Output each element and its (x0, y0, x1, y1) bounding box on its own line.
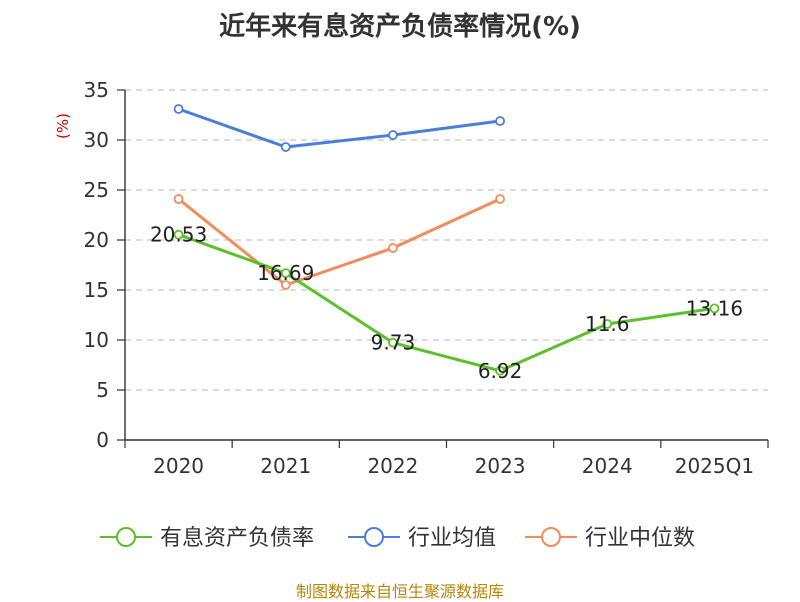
series-line (178, 107, 501, 149)
data-point (280, 280, 291, 290)
chart-title: 近年来有息资产负债率情况(%) (219, 12, 581, 42)
y-tick-label: 30 (84, 128, 109, 152)
legend-marker (541, 527, 561, 547)
legend-marker (364, 527, 384, 547)
source-footer: 制图数据来自恒生聚源数据库 (295, 582, 504, 601)
data-point (388, 130, 398, 140)
y-tick-label: 20 (84, 228, 109, 252)
data-label: 11.6 (585, 312, 630, 336)
x-tick-label: 2021 (260, 454, 311, 478)
y-axis-unit-label: (%) (54, 113, 72, 139)
x-tick-label: 2020 (153, 454, 204, 478)
data-point (602, 319, 613, 329)
data-label: 6.92 (478, 359, 523, 383)
y-tick-label: 25 (84, 178, 109, 202)
data-point (173, 194, 184, 204)
series-line (178, 233, 715, 373)
legend: 有息资产负债率 行业均值 行业中位数 (100, 526, 695, 551)
data-point (388, 337, 398, 348)
y-tick-label: 5 (96, 378, 109, 402)
axes: 0 5 10 15 20 25 30 35 2020 2021 2022 2023 2024 2025Q1 (84, 78, 769, 478)
x-tick-label: 2025Q1 (675, 454, 754, 478)
legend-label: 行业均值 (408, 526, 496, 551)
data-point (495, 194, 505, 204)
x-tick-label: 2023 (475, 454, 526, 478)
data-label: 9.73 (371, 331, 416, 355)
data-label: 16.69 (257, 261, 314, 285)
data-point (495, 365, 505, 376)
y-tick-label: 10 (84, 328, 109, 352)
x-tick-label: 2022 (367, 454, 418, 478)
legend-marker (116, 527, 136, 547)
data-point (173, 229, 184, 240)
data-point (709, 303, 720, 314)
x-tick-label: 2024 (582, 454, 633, 478)
series-lines (173, 104, 720, 376)
data-point (280, 268, 291, 279)
data-point (173, 104, 184, 114)
legend-label: 有息资产负债率 (160, 526, 314, 551)
data-labels: 20.53 16.69 9.73 6.92 11.6 13.16 (150, 223, 743, 383)
y-tick-label: 15 (84, 278, 109, 302)
data-point (495, 116, 505, 126)
y-tick-label: 0 (96, 428, 109, 452)
data-label: 13.16 (686, 296, 743, 320)
data-point (388, 243, 398, 253)
series-line (177, 197, 501, 287)
data-point (280, 142, 291, 152)
grid-lines (125, 89, 768, 391)
y-tick-label: 35 (84, 78, 109, 102)
data-label: 20.53 (150, 223, 207, 247)
legend-label: 行业中位数 (585, 526, 695, 551)
